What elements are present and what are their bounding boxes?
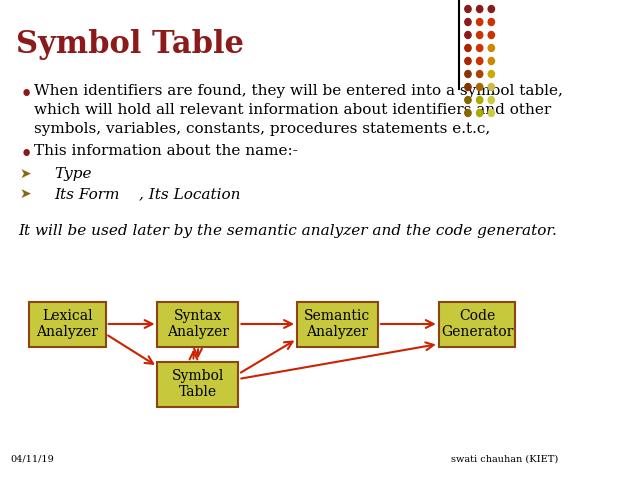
- Text: Code
Generator: Code Generator: [441, 309, 513, 339]
- Circle shape: [465, 5, 471, 12]
- Text: Semantic
Analyzer: Semantic Analyzer: [304, 309, 371, 339]
- Circle shape: [488, 83, 494, 91]
- Text: which will hold all relevant information about identifiers and other: which will hold all relevant information…: [34, 103, 551, 117]
- Text: Symbol
Table: Symbol Table: [172, 369, 224, 399]
- Circle shape: [488, 57, 494, 65]
- FancyBboxPatch shape: [297, 301, 378, 346]
- Text: •: •: [20, 84, 33, 106]
- Circle shape: [465, 19, 471, 25]
- Text: Its Form    , Its Location: Its Form , Its Location: [54, 187, 241, 201]
- FancyBboxPatch shape: [29, 301, 106, 346]
- Text: 04/11/19: 04/11/19: [11, 455, 54, 464]
- Text: ➤: ➤: [20, 167, 31, 181]
- Circle shape: [477, 96, 483, 103]
- Circle shape: [477, 5, 483, 12]
- Circle shape: [477, 19, 483, 25]
- Text: When identifiers are found, they will be entered into a symbol table,: When identifiers are found, they will be…: [34, 84, 563, 98]
- Text: symbols, variables, constants, procedures statements e.t.c,: symbols, variables, constants, procedure…: [34, 122, 491, 136]
- FancyBboxPatch shape: [439, 301, 515, 346]
- Circle shape: [465, 32, 471, 38]
- Circle shape: [465, 110, 471, 116]
- Circle shape: [465, 96, 471, 103]
- Circle shape: [477, 45, 483, 52]
- Circle shape: [488, 70, 494, 78]
- Text: Syntax
Analyzer: Syntax Analyzer: [167, 309, 229, 339]
- Circle shape: [488, 45, 494, 52]
- FancyBboxPatch shape: [158, 301, 239, 346]
- Circle shape: [488, 96, 494, 103]
- Circle shape: [477, 110, 483, 116]
- FancyBboxPatch shape: [158, 362, 239, 407]
- Text: •: •: [20, 144, 33, 166]
- Text: ➤: ➤: [20, 187, 31, 201]
- Circle shape: [488, 5, 494, 12]
- Text: It will be used later by the semantic analyzer and the code generator.: It will be used later by the semantic an…: [18, 224, 557, 238]
- Circle shape: [465, 70, 471, 78]
- Text: Symbol Table: Symbol Table: [16, 29, 244, 60]
- Text: swati chauhan (KIET): swati chauhan (KIET): [450, 455, 558, 464]
- Circle shape: [477, 32, 483, 38]
- Circle shape: [488, 19, 494, 25]
- Text: Lexical
Analyzer: Lexical Analyzer: [36, 309, 98, 339]
- Circle shape: [488, 110, 494, 116]
- Circle shape: [465, 83, 471, 91]
- Circle shape: [465, 57, 471, 65]
- Circle shape: [465, 45, 471, 52]
- Text: This information about the name:-: This information about the name:-: [34, 144, 298, 158]
- Circle shape: [488, 32, 494, 38]
- Circle shape: [477, 57, 483, 65]
- Circle shape: [477, 83, 483, 91]
- Text: Type: Type: [54, 167, 91, 181]
- Circle shape: [477, 70, 483, 78]
